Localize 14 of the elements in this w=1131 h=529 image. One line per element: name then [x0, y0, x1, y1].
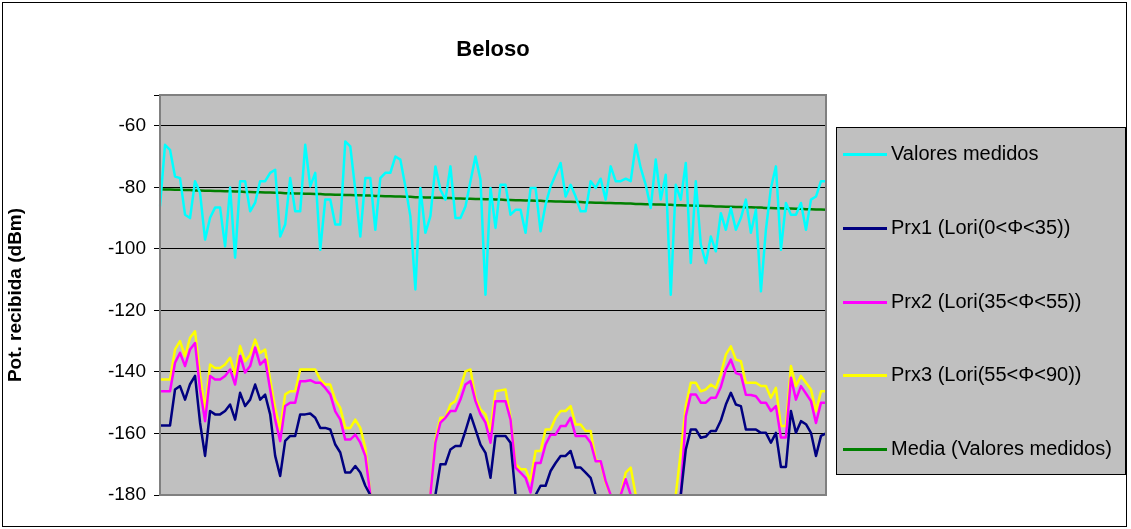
legend-label: Media (Valores medidos): [891, 437, 1112, 460]
chart-title: Beloso: [455, 36, 531, 62]
y-tick-label: -160: [107, 421, 146, 443]
y-tick-label: -60: [118, 114, 146, 135]
y-tick-label: -100: [107, 237, 146, 259]
y-axis-title: Pot. recibida (dBm): [3, 207, 25, 383]
y-tick-label: -180: [107, 483, 146, 505]
legend-label: Valores medidos: [891, 142, 1039, 165]
y-tick-label: -120: [107, 298, 146, 320]
legend-label: Prx3 (Lori(55<Φ<90)): [891, 363, 1082, 387]
legend-label: Prx2 (Lori(35<Φ<55)): [891, 289, 1082, 313]
y-tick-label: -80: [118, 175, 146, 197]
y-tick-label: -140: [107, 360, 146, 382]
legend-label: Prx1 (Lori(0<Φ<35)): [891, 215, 1071, 239]
